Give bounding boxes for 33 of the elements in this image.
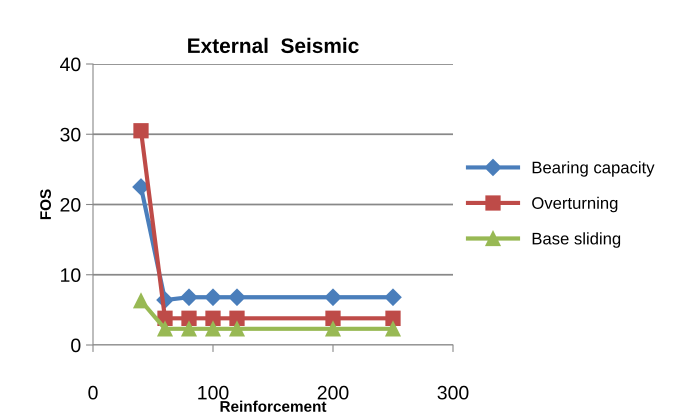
point [205,321,221,336]
y-tick-label: 30 [60,128,80,142]
x-tick-label: 200 [318,386,348,400]
y-tick-label: 40 [60,57,80,72]
point [325,321,341,336]
point [229,321,245,336]
point [384,288,402,306]
point [204,288,222,306]
point [180,288,198,306]
chart-title: External Seismic [188,38,359,54]
x-tick-label: 300 [438,386,468,400]
point [325,310,341,326]
y-tick-label: 10 [61,268,80,282]
point [181,321,197,336]
legend-label: Bearing capacity [532,161,655,177]
y-tick-label: 0 [71,338,80,352]
x-axis-title: Reinforcement [220,400,326,412]
point [385,310,401,326]
point [324,288,342,306]
legend-label: Overturning [532,196,618,212]
point [133,293,149,308]
point [205,310,221,326]
y-axis-title: FOS [40,189,51,220]
x-tick-label: 0 [88,386,98,400]
legend-label: Base sliding [532,232,620,248]
point [385,321,401,336]
point [157,321,173,336]
point [133,123,149,138]
x-tick-label: 100 [198,386,228,400]
point [181,310,197,326]
point [228,288,246,306]
y-tick-label: 20 [60,198,80,212]
point [229,310,245,326]
